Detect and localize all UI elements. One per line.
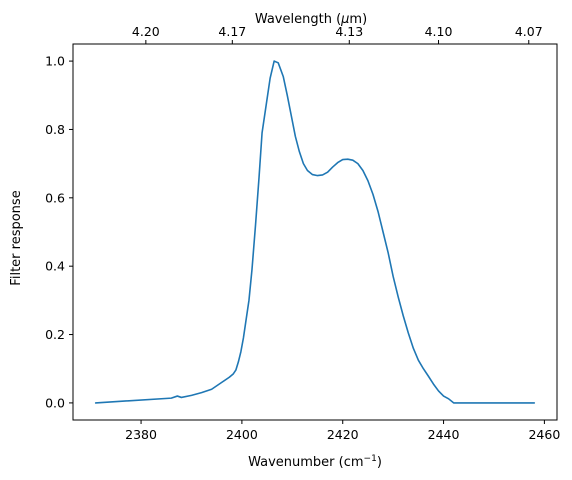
x-axis-label: Wavenumber (cm−1) xyxy=(248,454,382,470)
filter-response-line xyxy=(94,60,536,404)
series-layer xyxy=(94,60,536,404)
y-tick-label: 0.2 xyxy=(45,327,65,342)
top-tick-label: 4.20 xyxy=(132,24,160,39)
y-tick-label: 0.4 xyxy=(45,259,65,274)
top-axis-label-mu: μ xyxy=(340,12,349,27)
x-tick-label: 2420 xyxy=(327,427,359,442)
top-axis-label-close: m) xyxy=(349,12,367,27)
top-tick-label: 4.10 xyxy=(425,24,453,39)
x-tick-label: 2400 xyxy=(226,427,258,442)
top-tick-label: 4.13 xyxy=(335,24,363,39)
x-axis-label-main: Wavenumber (cm xyxy=(248,455,363,470)
x-tick-label: 2380 xyxy=(125,427,157,442)
y-tick-label: 0.6 xyxy=(45,190,65,205)
y-tick-label: 0.0 xyxy=(45,395,65,410)
y-axis-label: Filter response xyxy=(9,190,24,285)
x-tick-label: 2440 xyxy=(428,427,460,442)
y-tick-label: 1.0 xyxy=(45,54,65,69)
x-tick-label: 2460 xyxy=(528,427,560,442)
tick-layer: 2380 2400 2420 2440 2460 0.0 0.2 0.4 0.6 0.8 1.0 4.… xyxy=(45,24,560,442)
plot-area xyxy=(73,44,557,420)
top-axis-label: Wavelength (μm) xyxy=(255,12,367,27)
y-tick-label: 0.8 xyxy=(45,122,65,137)
x-axis-label-superscript: −1 xyxy=(364,454,377,464)
x-axis-label-close: ) xyxy=(377,455,382,470)
top-tick-label: 4.17 xyxy=(218,24,246,39)
plot-frame xyxy=(72,43,558,421)
top-tick-label: 4.07 xyxy=(515,24,543,39)
top-axis-label-main: Wavelength ( xyxy=(255,12,341,27)
